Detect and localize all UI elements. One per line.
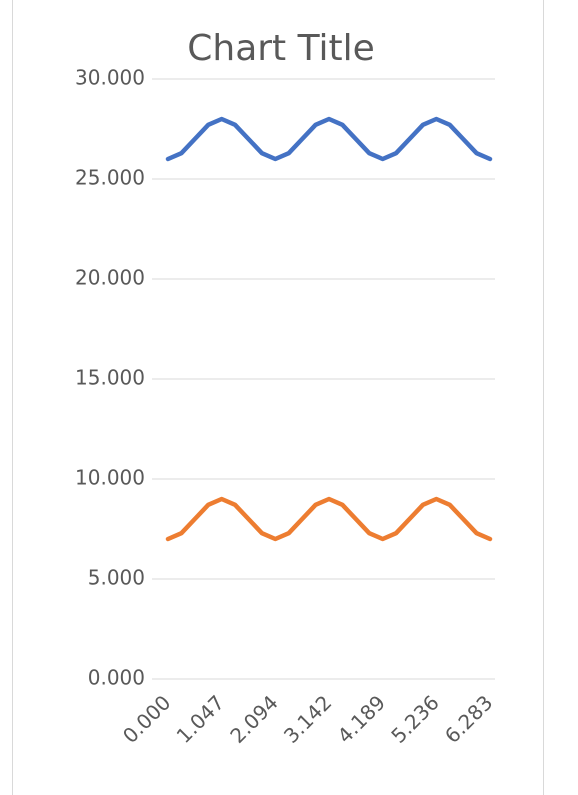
y-tick-label: 10.000 xyxy=(75,466,145,490)
y-tick-label: 15.000 xyxy=(75,366,145,390)
x-tick-label: 3.142 xyxy=(279,690,336,747)
y-tick-label: 25.000 xyxy=(75,166,145,190)
x-tick-label: 4.189 xyxy=(333,690,390,747)
y-tick-label: 20.000 xyxy=(75,266,145,290)
x-tick-label: 6.283 xyxy=(440,690,497,747)
chart-title: Chart Title xyxy=(187,28,375,69)
y-tick-label: 5.000 xyxy=(88,566,145,590)
y-tick-label: 0.000 xyxy=(88,666,145,690)
series-line xyxy=(165,116,493,162)
x-tick-label: 0.000 xyxy=(118,690,175,747)
series-line xyxy=(165,496,493,542)
y-tick-label: 30.000 xyxy=(75,66,145,90)
x-tick-label: 1.047 xyxy=(172,690,229,747)
x-tick-label: 5.236 xyxy=(386,690,443,747)
x-tick-label: 2.094 xyxy=(225,690,282,747)
